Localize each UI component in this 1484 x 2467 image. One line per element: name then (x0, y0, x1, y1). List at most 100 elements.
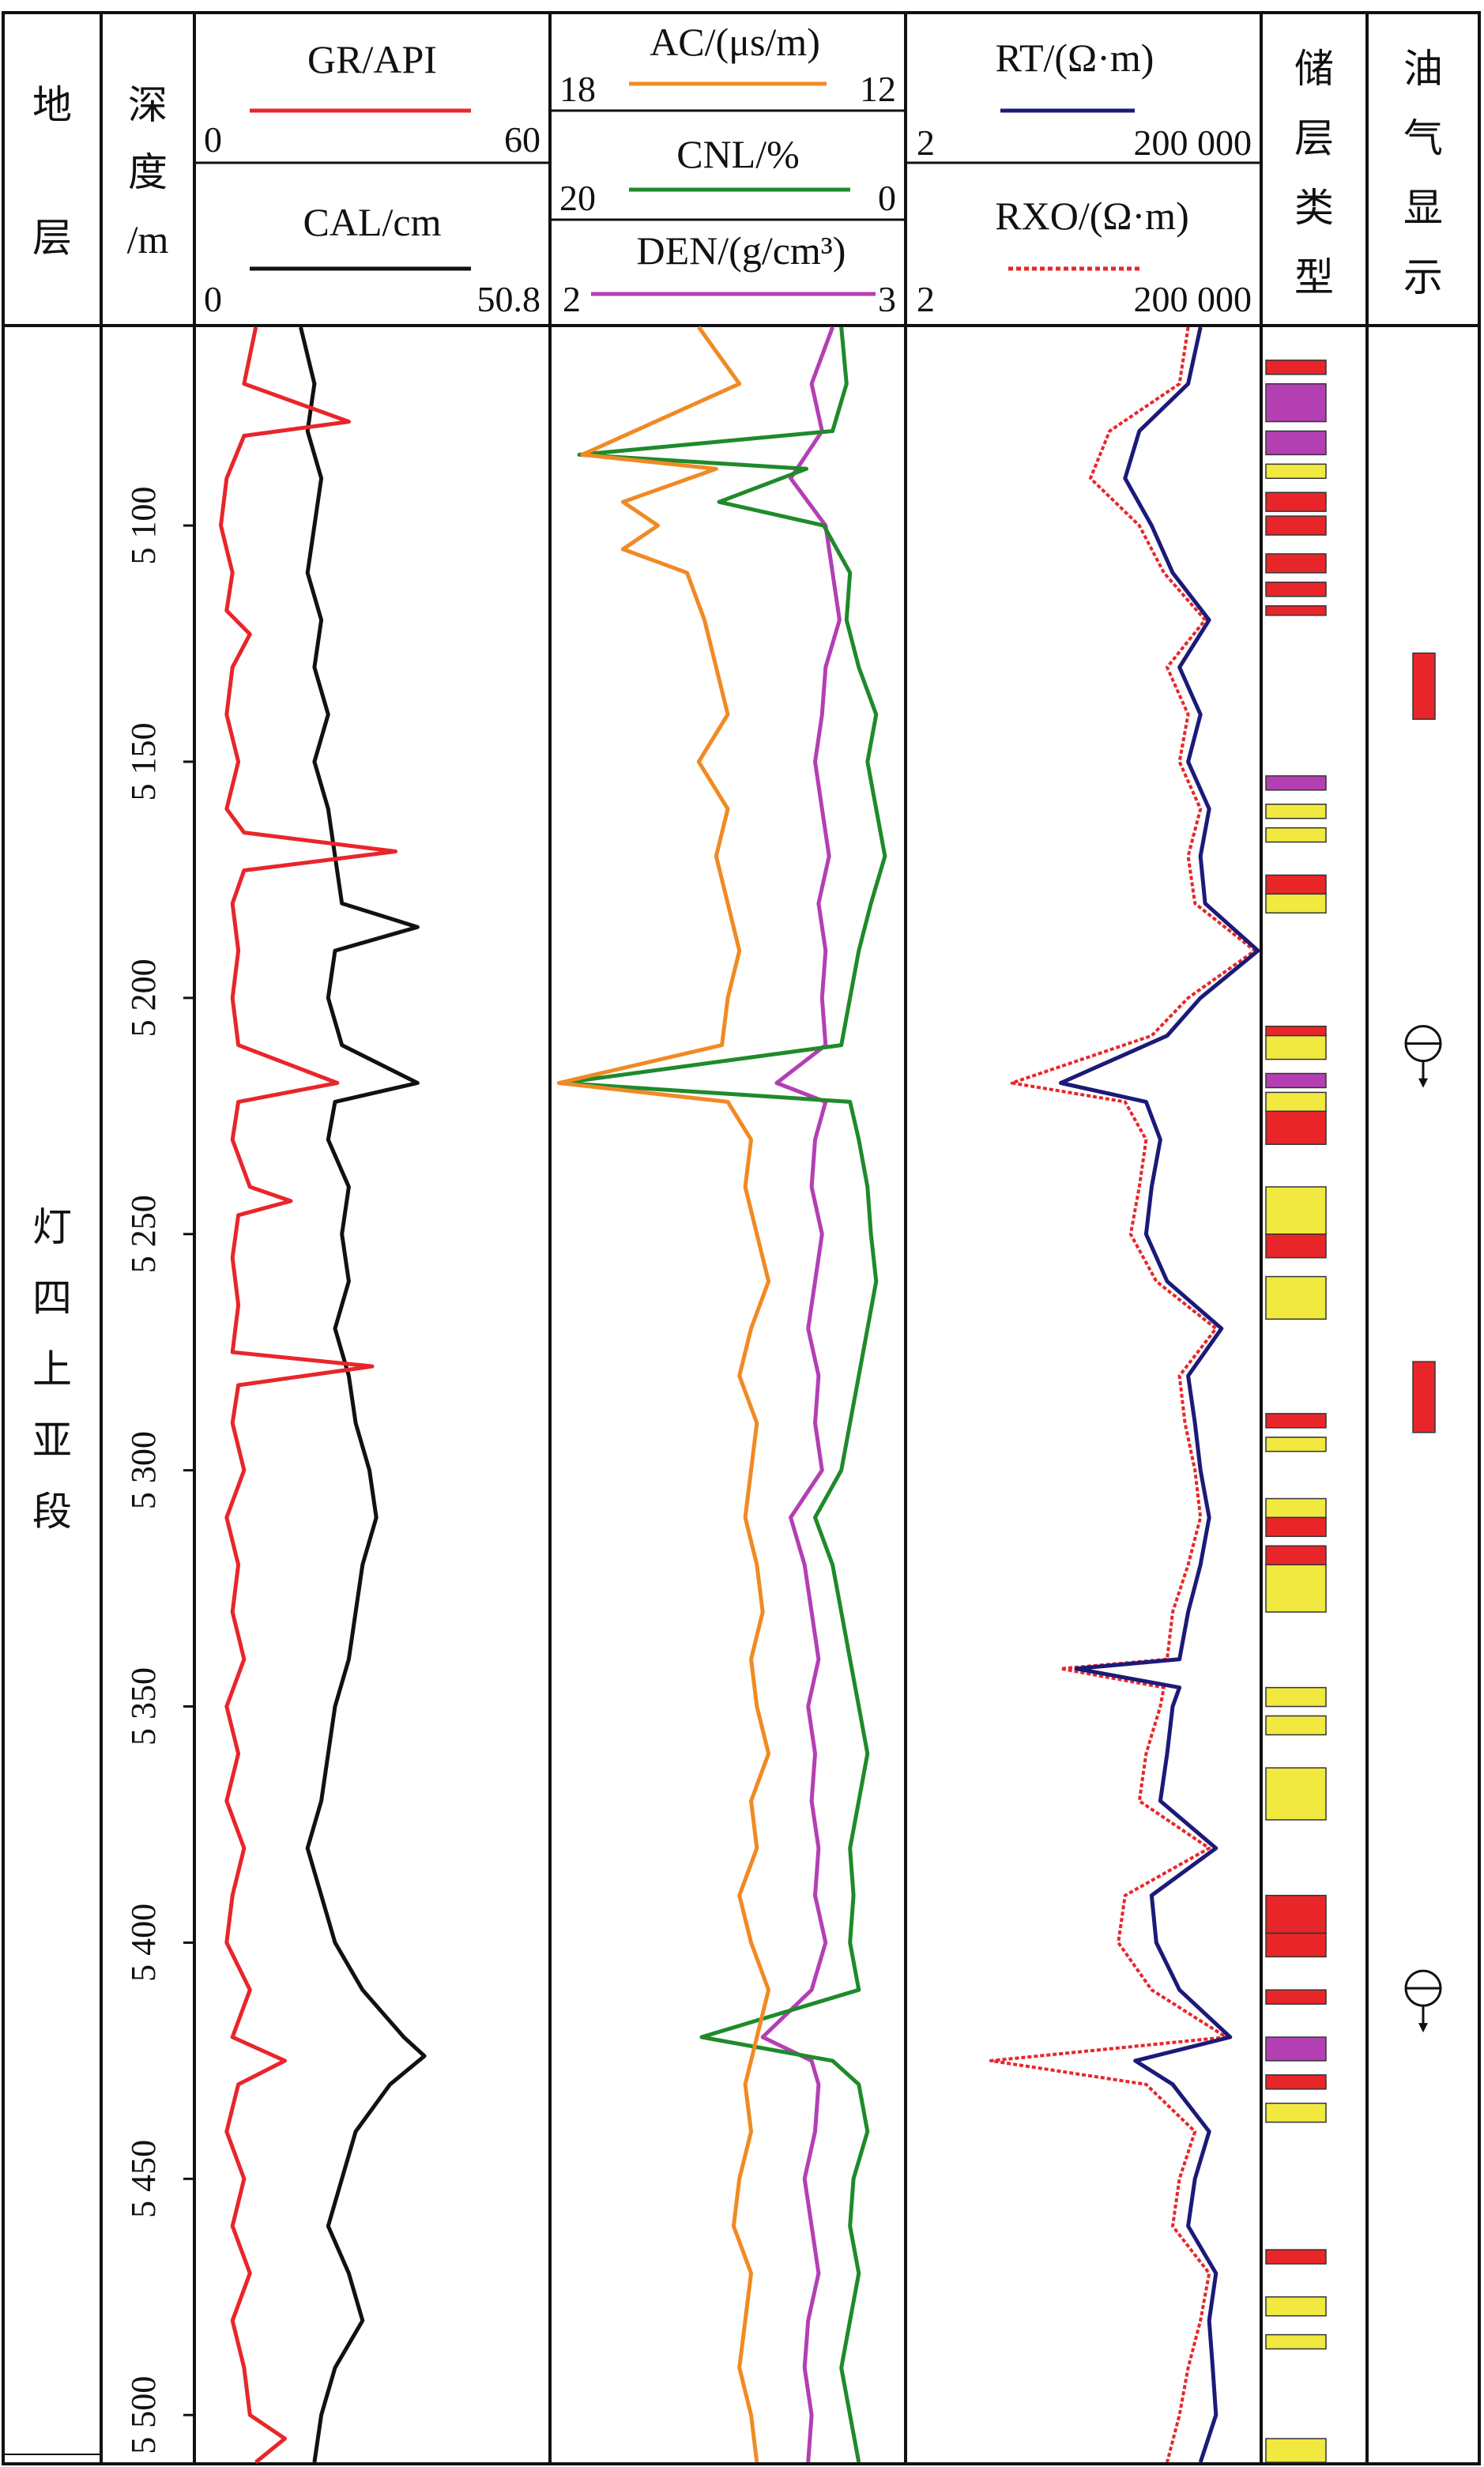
ac-curve-label: AC/(μs/m) (650, 20, 820, 64)
rt-scale-max: 200 000 (1134, 122, 1252, 163)
reservoir-interval-red (1265, 1110, 1327, 1145)
reservoir-interval-yellow (1265, 1275, 1327, 1320)
formation-name-char: 亚 (32, 1418, 72, 1463)
reservoir-interval-red (1265, 360, 1327, 375)
den-curve-label: DEN/(g/cm³) (637, 228, 846, 273)
depth-tick-label: 5 350 (124, 1667, 163, 1746)
reservoir-interval-red (1265, 492, 1327, 512)
reservoir-interval-yellow (1265, 1034, 1327, 1060)
reservoir-interval-red (1265, 605, 1327, 616)
reservoir-interval-yellow (1265, 1091, 1327, 1113)
reservoir-interval-red (1265, 515, 1327, 536)
formation-name-char: 段 (32, 1489, 72, 1535)
den-scale-max: 3 (878, 279, 896, 319)
reservoir-interval-yellow (1265, 2102, 1327, 2123)
reservoir-interval-purple (1265, 382, 1327, 423)
rt-curve (1058, 326, 1260, 2463)
oil-gas-show-header-char-1: 油 (1403, 46, 1443, 92)
cal-scale-max: 50.8 (477, 279, 541, 319)
reservoir-interval-yellow (1265, 804, 1327, 819)
formation-name-char: 四 (32, 1275, 72, 1321)
cnl-curve (559, 326, 887, 2463)
reservoir-interval-red (1265, 1989, 1327, 2005)
rxo-scale-min: 2 (917, 279, 935, 319)
reservoir-type-header: 储 层 类 型 (1294, 46, 1334, 300)
den-curve (760, 326, 842, 2463)
reservoir-interval-yellow (1265, 1564, 1327, 1613)
oil-gas-show-header-char-3: 显 (1403, 185, 1443, 231)
gr-scale-max: 60 (504, 119, 540, 160)
column-borders (2, 11, 1481, 2465)
reservoir-interval-red (1265, 1413, 1327, 1429)
reservoir-interval-yellow (1265, 893, 1327, 914)
oil-gas-show-header: 油 气 显 示 (1403, 46, 1443, 300)
reservoir-interval-yellow (1265, 1686, 1327, 1708)
depth-tick-label: 5 250 (124, 1195, 163, 1273)
reservoir-interval-yellow (1265, 2438, 1327, 2463)
reservoir-type-header-char-2: 层 (1294, 115, 1334, 161)
gr-curve (219, 326, 397, 2464)
formation-name-char: 灯 (32, 1204, 72, 1250)
reservoir-interval-red (1265, 2249, 1327, 2265)
depth-header: 深 度 /m (127, 82, 169, 262)
reservoir-interval-red (1265, 2074, 1327, 2090)
reservoir-intervals (1265, 360, 1327, 2463)
rt-scale-min: 2 (917, 122, 935, 163)
depth-tick-label: 5 100 (124, 487, 163, 565)
reservoir-interval-yellow (1265, 1437, 1327, 1452)
reservoir-interval-purple (1265, 430, 1327, 456)
reservoir-interval-yellow (1265, 1497, 1327, 1519)
depth-tick-label: 5 400 (124, 1904, 163, 1982)
rxo-curve-label: RXO/(Ω·m) (995, 194, 1188, 238)
reservoir-interval-yellow (1265, 1715, 1327, 1736)
reservoir-interval-red (1265, 1545, 1327, 1565)
formation-header-char-1: 地 (32, 82, 72, 128)
log-curves (219, 326, 1260, 2464)
ac-scale-max: 12 (860, 69, 896, 109)
cnl-scale-min: 20 (559, 178, 596, 218)
reservoir-interval-yellow (1265, 2333, 1327, 2350)
cnl-scale-max: 0 (878, 178, 896, 218)
reservoir-interval-red (1265, 1932, 1327, 1958)
rt-curve-label: RT/(Ω·m) (996, 36, 1154, 80)
reservoir-type-header-char-1: 储 (1294, 46, 1334, 92)
reservoir-interval-purple (1265, 775, 1327, 791)
gas-show-symbol (1404, 1025, 1442, 1088)
reservoir-interval-yellow (1265, 827, 1327, 843)
oil-show-bar (1412, 652, 1436, 720)
depth-header-unit: /m (127, 217, 169, 262)
reservoir-interval-yellow (1265, 2296, 1327, 2317)
reservoir-interval-red (1265, 1516, 1327, 1538)
reservoir-interval-purple (1265, 1072, 1327, 1089)
oil-gas-shows (1404, 652, 1442, 2033)
reservoir-type-header-char-3: 类 (1294, 185, 1334, 231)
rxo-curve (989, 326, 1256, 2463)
reservoir-interval-red (1265, 1025, 1327, 1037)
reservoir-interval-purple (1265, 2036, 1327, 2062)
gas-show-symbol (1404, 1969, 1442, 2033)
depth-tick-label: 5 200 (124, 959, 163, 1037)
cal-curve-label: CAL/cm (303, 200, 442, 244)
formation-name-char: 上 (32, 1346, 72, 1392)
oil-show-bar (1412, 1361, 1436, 1433)
depth-tick-label: 5 150 (124, 722, 163, 800)
depth-tick-label: 5 500 (124, 2376, 163, 2454)
depth-tick-label: 5 450 (124, 2140, 163, 2218)
depth-tick-label: 5 300 (124, 1431, 163, 1509)
gr-curve-label: GR/API (307, 37, 437, 81)
reservoir-interval-yellow (1265, 1186, 1327, 1235)
ac-scale-min: 18 (559, 69, 596, 109)
cal-curve (299, 326, 427, 2463)
cal-scale-min: 0 (204, 279, 222, 319)
formation-header: 地 层 (32, 82, 72, 261)
reservoir-interval-red (1265, 582, 1327, 597)
depth-header-char-1: 深 (128, 82, 168, 128)
den-scale-min: 2 (563, 279, 581, 319)
cnl-curve-label: CNL/% (676, 132, 800, 176)
oil-gas-show-header-char-4: 示 (1403, 254, 1443, 300)
ac-curve (556, 326, 771, 2463)
gr-scale-min: 0 (204, 119, 222, 160)
reservoir-interval-red (1265, 1234, 1327, 1259)
